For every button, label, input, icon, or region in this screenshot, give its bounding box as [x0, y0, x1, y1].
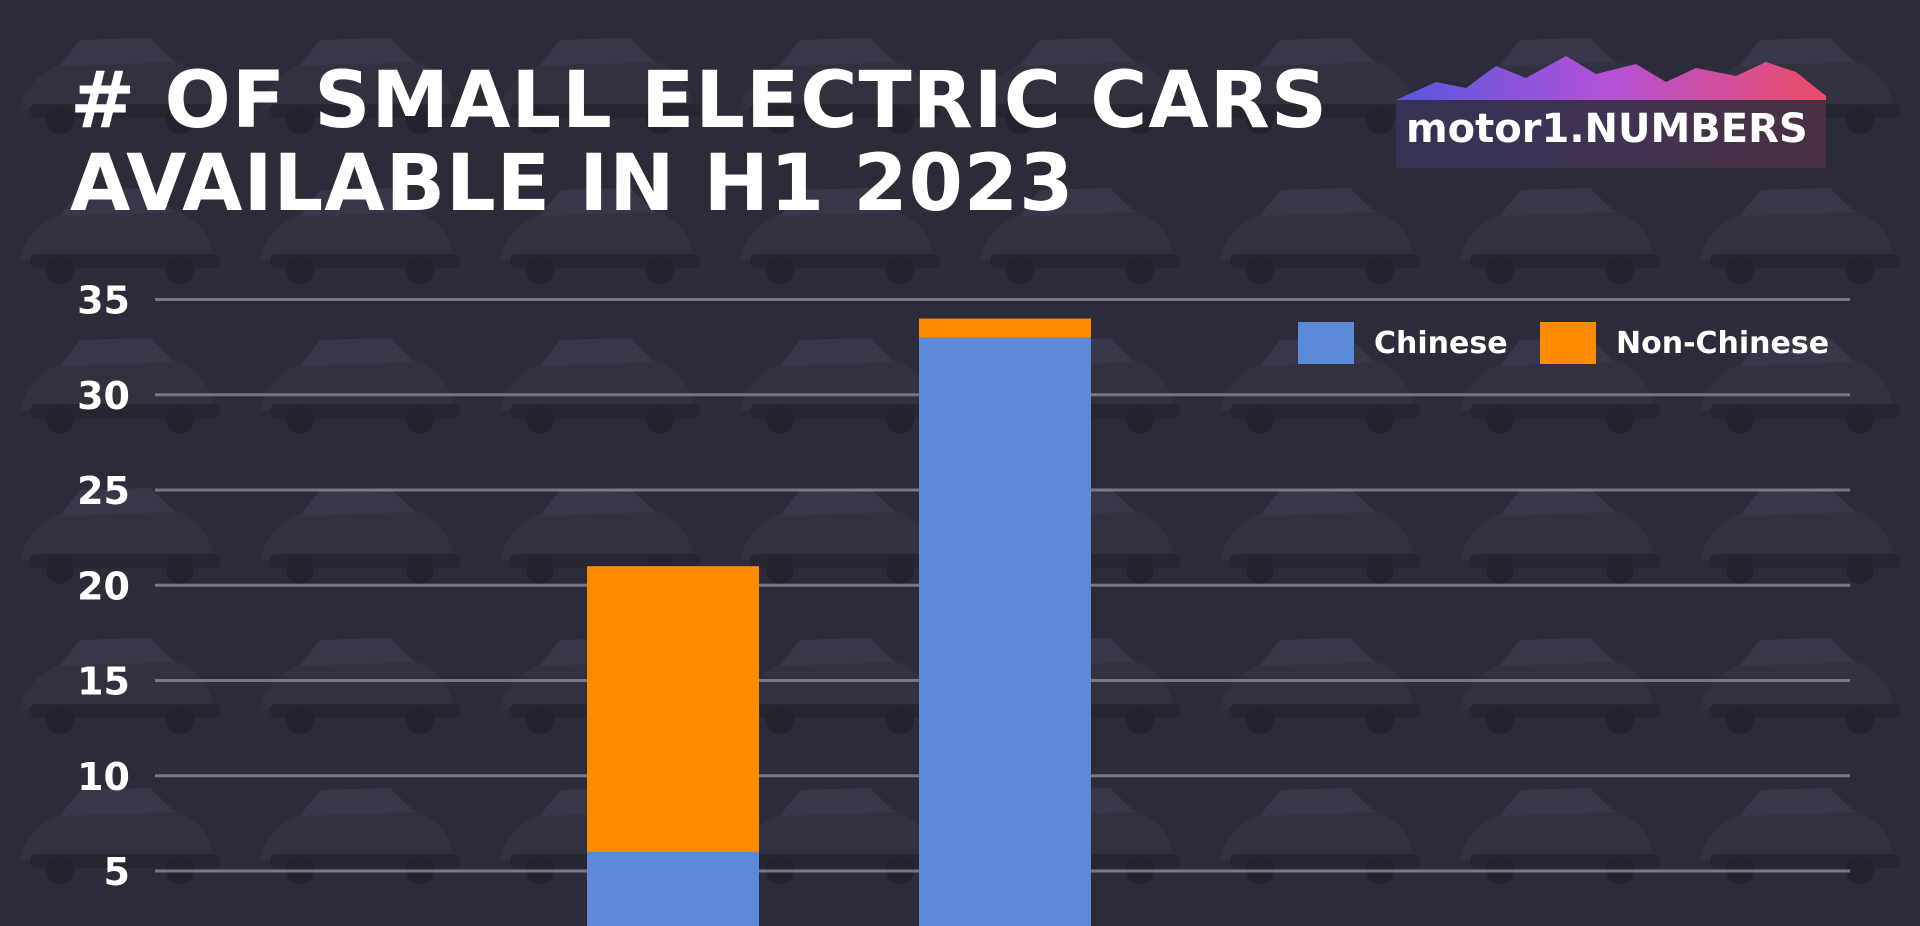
chart-title-line-2: AVAILABLE IN H1 2023 [70, 139, 1075, 229]
y-tick-label-20: 20 [77, 564, 130, 608]
legend-item-non-chinese: Non-Chinese [1540, 322, 1829, 364]
logo-skyline-graphic [1396, 56, 1826, 168]
y-tick-label-25: 25 [77, 469, 130, 513]
legend-item-chinese: Chinese [1298, 322, 1508, 364]
legend-label-non-chinese: Non-Chinese [1616, 325, 1830, 361]
legend-label-chinese: Chinese [1374, 325, 1508, 361]
legend-swatch-non-chinese [1540, 322, 1596, 364]
bar-1-chinese [587, 851, 759, 926]
y-tick-label-30: 30 [77, 374, 130, 418]
chart-title-line-1: # OF SMALL ELECTRIC CARS [70, 56, 1329, 146]
legend-swatch-chinese [1298, 322, 1354, 364]
y-tick-label-35: 35 [77, 279, 130, 323]
y-tick-label-10: 10 [77, 755, 130, 799]
bar-2-non-chinese [919, 318, 1091, 338]
logo-text: motor1.NUMBERS [1406, 106, 1808, 152]
y-tick-label-5: 5 [104, 850, 130, 894]
y-tick-label-15: 15 [77, 660, 130, 704]
motor1-numbers-logo: motor1.NUMBERS [1396, 52, 1826, 168]
bar-2-chinese [919, 337, 1091, 926]
bar-1-non-chinese [587, 566, 759, 852]
